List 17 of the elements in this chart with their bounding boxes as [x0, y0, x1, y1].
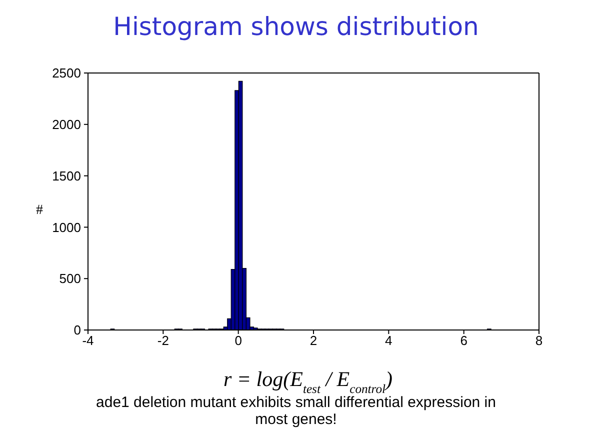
x-tick-label: -4 — [82, 333, 94, 348]
y-tick-label: 1500 — [52, 168, 81, 184]
x-tick-label: -2 — [157, 333, 169, 348]
y-tick-label: 2500 — [52, 66, 81, 81]
x-tick-label: 2 — [310, 333, 318, 348]
y-tick-label: 2000 — [52, 117, 81, 132]
text: ade1 deletion mutant exhibits small differential expression in most genes! — [95, 394, 497, 428]
y-tick-label: 1000 — [52, 220, 81, 235]
chart-title: Histogram shows distribution — [112, 12, 480, 41]
x-tick-label: 8 — [535, 333, 543, 348]
y-axis-title: # — [36, 203, 43, 218]
x-axis-title: r = log(E$_{test}$ / E$_{control}$) — [223, 367, 393, 396]
y-tick-label: 500 — [59, 271, 81, 286]
x-tick-label: 0 — [234, 333, 242, 348]
x-tick-label: 6 — [460, 333, 468, 348]
y-tick-label: 0 — [74, 322, 81, 338]
x-tick-label: 4 — [385, 333, 392, 348]
